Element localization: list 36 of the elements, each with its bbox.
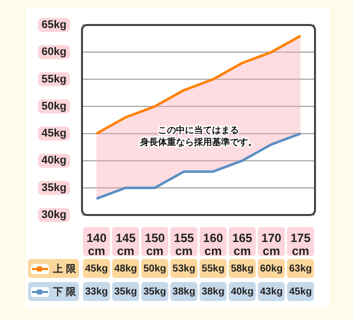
y-tick-label: 35kg [41,182,67,194]
y-tick-label: 60kg [41,46,67,58]
x-tick-label: 140 cm [86,231,107,258]
data-label: 45kg [289,286,312,298]
data-label: 58kg [230,264,254,274]
data-label: 35kg [114,286,138,298]
x-tick-label: 145 cm [116,231,136,258]
legend-label: 上 限 [53,262,76,276]
x-tick-label: 170 cm [261,231,282,258]
data-label: 43kg [260,286,283,298]
y-tick-label: 45kg [41,128,67,140]
data-label: 53kg [172,264,196,274]
data-label: 38kg [172,286,196,298]
annotation: この中に当てはまる身長体重なら採用基準です。 [139,125,257,148]
data-label: 48kg [114,264,138,274]
line-series [95,34,302,135]
data-label: 35kg [143,286,166,298]
y-tick-label: 65kg [41,19,67,31]
x-tick-label: 175 cm [290,231,311,258]
data-label: 63kg [289,264,312,274]
data-label: 45kg [85,264,108,274]
x-tick-label: 165 cm [232,231,253,258]
data-label: 38kg [202,286,224,298]
x-tick-label: 160 cm [203,231,224,258]
y-tick-label: 50kg [41,100,67,112]
y-tick-label: 30kg [41,209,67,221]
x-tick-label: 150 cm [144,231,166,258]
data-label: 33kg [85,286,108,298]
data-label: 60kg [260,264,283,274]
legend-label: 下 限 [53,286,76,298]
data-label: 50kg [143,264,166,274]
data-label: 55kg [202,264,224,274]
y-tick-label: 40kg [41,154,67,167]
y-tick-label: 55kg [41,73,67,86]
data-label: 40kg [230,286,254,298]
x-tick-label: 155 cm [174,231,194,258]
